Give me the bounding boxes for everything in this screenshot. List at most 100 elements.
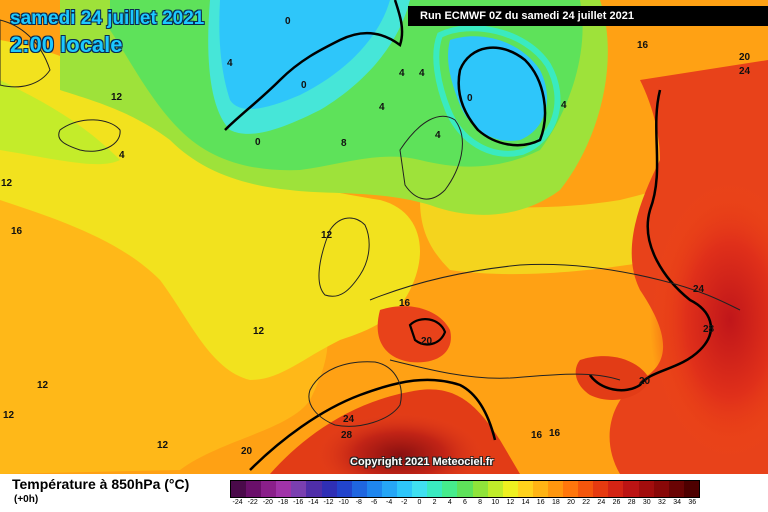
- isotherm-label: 12: [1, 178, 13, 189]
- scale-tick-label: -20: [262, 499, 273, 506]
- scale-swatch: [532, 481, 548, 497]
- isotherm-label: 24: [343, 414, 355, 425]
- coastline-greenland: [0, 19, 51, 88]
- copyright-notice: Copyright 2021 Meteociel.fr: [350, 456, 494, 468]
- scale-tick-label: 34: [673, 499, 681, 506]
- scale-tick-label: -6: [370, 499, 378, 506]
- scale-tick-label: 14: [521, 499, 530, 506]
- isotherm-label: 4: [227, 58, 233, 69]
- scale-swatch: [593, 481, 609, 497]
- isotherm-label: 16: [531, 430, 543, 441]
- scale-tick-label: 30: [642, 499, 651, 506]
- scale-swatch: [427, 481, 443, 497]
- scale-swatch: [291, 481, 307, 497]
- isotherm-label: 20: [739, 52, 751, 63]
- map-canvas: [0, 0, 768, 474]
- scale-swatch: [381, 481, 398, 497]
- scale-tick-label: -4: [386, 499, 393, 506]
- run-banner: Run ECMWF 0Z du samedi 24 juillet 2021: [408, 6, 768, 26]
- scale-swatch: [397, 481, 413, 497]
- scale-swatch: [231, 481, 247, 497]
- isotherm-label: 4: [435, 130, 441, 141]
- isotherm-label: 20: [241, 446, 253, 457]
- isotherm-label: 16: [11, 226, 23, 237]
- scale-tick-label: 0: [417, 499, 422, 506]
- scale-swatch: [442, 481, 458, 497]
- coastline-iberia: [308, 361, 402, 427]
- scale-tick-label: -14: [308, 499, 319, 506]
- isotherm-label: 28: [341, 430, 353, 441]
- isotherm-label: 12: [111, 92, 123, 103]
- scale-swatch: [261, 481, 277, 497]
- scale-tick-label: -22: [247, 499, 258, 506]
- isotherm-label: 12: [3, 410, 15, 421]
- scale-swatch: [276, 481, 292, 497]
- isotherm-label: 0: [285, 16, 291, 27]
- isotherm-label: 16: [549, 428, 561, 439]
- legend-footer: Température à 850hPa (°C) (+0h) -24 -22 -2…: [0, 474, 768, 512]
- scale-swatch: [336, 481, 352, 497]
- legend-title: Température à 850hPa (°C): [12, 476, 190, 492]
- scale-tick-label: 28: [627, 499, 636, 506]
- isotherm-20-south: [249, 378, 497, 471]
- isotherm-label: 24: [739, 66, 751, 77]
- scale-tick-label: 24: [597, 499, 606, 506]
- scale-tick-label: 8: [478, 499, 483, 506]
- scale-tick-label: -16: [293, 499, 304, 506]
- map-date-title: samedi 24 juillet 2021: [10, 8, 205, 29]
- scale-tick-label: 32: [658, 499, 666, 506]
- scale-swatch: [306, 481, 322, 497]
- cold-pool-east-halo: [433, 25, 561, 157]
- scale-swatch: [502, 481, 518, 497]
- cold-pool-east: [448, 36, 548, 141]
- coastline-med: [389, 359, 621, 381]
- color-scale: -24 -22 -20 -18 -16 -14 -12 -10 -8 -6 -4 -2 0 2 4 6 8 10 1…: [230, 480, 700, 508]
- coastline-continent: [369, 263, 741, 311]
- scale-tick-label: 6: [462, 499, 467, 506]
- scale-tick-label: -2: [401, 499, 408, 506]
- coastline-scandinavia: [399, 115, 463, 200]
- scale-swatch: [608, 481, 624, 497]
- isotherm-label: 20: [421, 336, 433, 347]
- coastline-uk: [318, 217, 370, 297]
- scale-tick-label: 18: [551, 499, 560, 506]
- isotherm-label: 16: [399, 298, 411, 309]
- scale-swatch: [638, 481, 654, 497]
- scale-tick-label: -24: [232, 499, 243, 506]
- scale-tick-label: 26: [612, 499, 621, 506]
- isotherm-0-east: [457, 46, 547, 147]
- band-green-west: [0, 80, 120, 165]
- scale-swatch: [517, 481, 533, 497]
- scale-tick-label: 4: [447, 499, 452, 506]
- scale-swatch: [412, 481, 428, 497]
- isotherm-label: 12: [157, 440, 169, 451]
- isotherm-label: 4: [561, 100, 567, 111]
- color-scale-ticks: -24 -22 -20 -18 -16 -14 -12 -10 -8 -6 -4 -2 0 2 4 6 8 10 1…: [230, 498, 700, 508]
- scale-swatch: [321, 481, 337, 497]
- scale-swatch: [578, 481, 594, 497]
- isotherm-label: 28: [703, 324, 715, 335]
- temperature-map: 0 4 0 4 4 4 0 12 12 4 0 8 4 4 16 20 24 1…: [0, 0, 768, 474]
- isotherm-0-northwest: [224, 0, 404, 131]
- isotherm-label: 4: [419, 68, 425, 79]
- isotherm-label: 4: [379, 102, 385, 113]
- scale-tick-label: -18: [277, 499, 289, 506]
- scale-tick-label: 2: [432, 499, 437, 506]
- isotherm-label: 4: [119, 150, 125, 161]
- band-yellow-core: [0, 40, 420, 380]
- cold-pool-northwest-core: [219, 0, 390, 110]
- coastline-iceland: [58, 119, 121, 152]
- scale-tick-label: 22: [582, 499, 591, 506]
- scale-swatch: [623, 481, 639, 497]
- legend-subtitle: (+0h): [14, 494, 39, 505]
- scale-tick-label: 36: [688, 499, 697, 506]
- scale-tick-label: -8: [355, 499, 362, 506]
- color-scale-bar: [230, 480, 700, 498]
- scale-swatch: [351, 481, 367, 497]
- scale-swatch: [472, 481, 488, 497]
- isotherm-label: 4: [399, 68, 405, 79]
- band-yellow-west: [0, 169, 328, 474]
- scale-tick-label: 16: [536, 499, 545, 506]
- scale-tick-label: 10: [491, 499, 500, 506]
- scale-swatch: [563, 481, 579, 497]
